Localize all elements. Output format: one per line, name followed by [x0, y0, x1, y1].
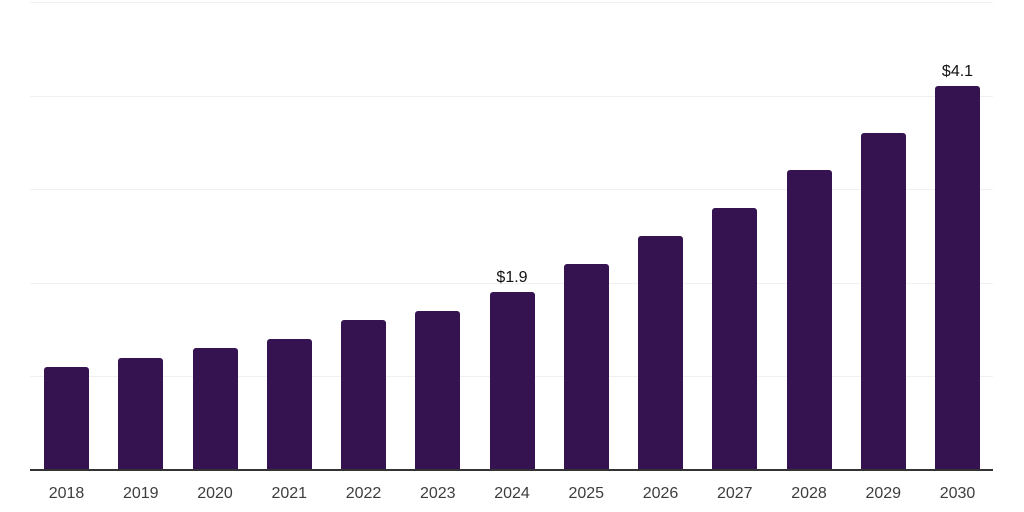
- x-tick-label-2021: 2021: [271, 485, 308, 502]
- gridline-2: [30, 282, 993, 284]
- x-tick-label-2028: 2028: [791, 485, 827, 502]
- x-tick-label-2020: 2020: [197, 485, 233, 502]
- gridline-3: [30, 189, 993, 191]
- bar-2023: [415, 310, 461, 470]
- bar-2029: [860, 133, 906, 470]
- x-tick-label-2022: 2022: [345, 485, 382, 502]
- bar-2028: [786, 170, 832, 470]
- x-tick-label-2018: 2018: [48, 485, 85, 502]
- x-tick-label-2024: 2024: [494, 485, 530, 502]
- bar-value-label-2024: $1.9: [496, 269, 528, 287]
- x-tick-label-2030: 2030: [939, 485, 976, 502]
- bar-2020: [192, 348, 238, 470]
- x-tick-label-2019: 2019: [122, 485, 159, 502]
- gridline-4: [30, 95, 993, 97]
- plot-area: $1.9 $4.1: [30, 2, 993, 470]
- bar-2018: [44, 367, 89, 470]
- bar-2030: [935, 86, 980, 470]
- x-tick-label-2027: 2027: [716, 485, 753, 502]
- x-tick-label-2023: 2023: [419, 485, 456, 502]
- bar-value-label-2030: $4.1: [941, 63, 974, 81]
- bar-2021: [266, 338, 312, 470]
- x-tick-label-2026: 2026: [642, 485, 679, 502]
- bar-2025: [563, 264, 609, 470]
- bar-2024: [489, 292, 535, 470]
- bar-2019: [118, 357, 164, 470]
- x-axis-line: [30, 469, 993, 471]
- x-tick-label-2029: 2029: [865, 485, 902, 502]
- bar-2026: [638, 236, 683, 470]
- bar-2027: [712, 207, 758, 470]
- x-tick-label-2025: 2025: [568, 485, 605, 502]
- bar-2022: [341, 320, 386, 470]
- gridline-5: [30, 2, 993, 3]
